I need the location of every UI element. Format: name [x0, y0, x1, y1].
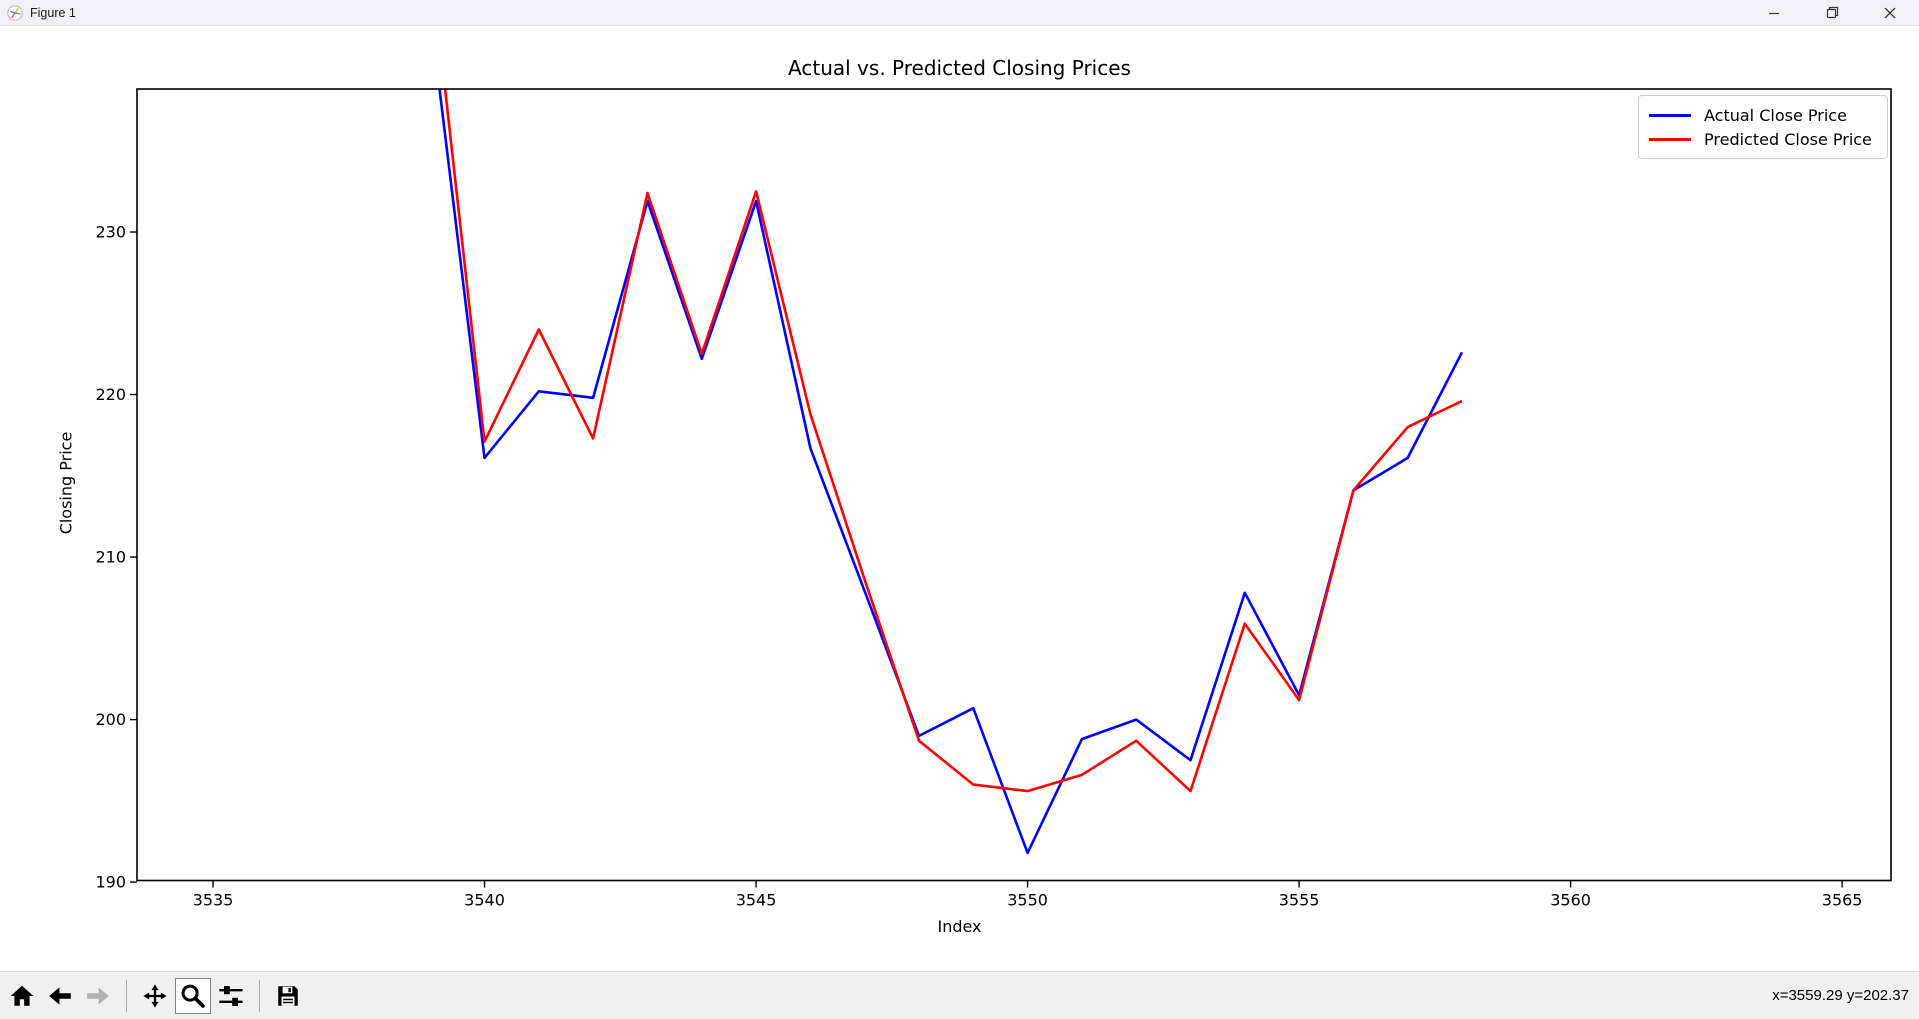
close-button[interactable]: [1861, 0, 1919, 25]
y-tick-label: 200: [95, 710, 126, 729]
pan-arrows-icon: [143, 983, 167, 1008]
home-button[interactable]: [4, 978, 40, 1014]
legend-entry: Actual Close Price: [1649, 103, 1877, 127]
y-tick-label: 230: [95, 223, 126, 242]
x-tick-label: 3535: [193, 891, 234, 910]
axes-spines: [136, 88, 1892, 882]
x-tick-label: 3565: [1822, 891, 1863, 910]
floppy-disk-icon: [278, 985, 298, 1006]
sliders-icon: [219, 985, 243, 1006]
zoom-magnifier-icon: [181, 984, 205, 1008]
zoom-button[interactable]: [175, 977, 211, 1014]
legend-line-swatch: [1649, 137, 1691, 141]
x-tick-label: 3560: [1550, 891, 1591, 910]
y-tick-label: 190: [95, 873, 126, 892]
chart-plot-area[interactable]: 3535 3540 3545 3550 3555 3560 3565 190 200 210 220…: [0, 26, 1919, 971]
x-axis-label: Index: [937, 917, 982, 936]
window-titlebar[interactable]: Figure 1: [0, 0, 1919, 26]
y-tick-label: 220: [95, 385, 126, 404]
minimize-icon: [1769, 12, 1779, 14]
toolbar-separator: [126, 979, 127, 1012]
back-button[interactable]: [42, 978, 78, 1014]
save-button[interactable]: [270, 978, 306, 1014]
legend-line-swatch: [1649, 113, 1691, 117]
restore-icon: [1826, 6, 1838, 19]
x-tick-label: 3545: [736, 891, 777, 910]
y-tick-label: 210: [95, 548, 126, 567]
chart-legend: Actual Close Price Predicted Close Price: [1638, 95, 1888, 159]
pan-button[interactable]: [137, 978, 173, 1014]
x-tick-label: 3540: [464, 891, 505, 910]
series-line-predicted-close-price: [443, 89, 1463, 793]
toolbar-separator: [259, 979, 260, 1012]
x-tick-label: 3555: [1279, 891, 1320, 910]
restore-button[interactable]: [1803, 0, 1861, 25]
forward-arrow-icon: [87, 986, 109, 1005]
legend-entry: Predicted Close Price: [1649, 127, 1877, 151]
back-arrow-icon: [49, 986, 71, 1005]
figure-canvas[interactable]: 3535 3540 3545 3550 3555 3560 3565 190 200 210 220…: [0, 26, 1919, 971]
minimize-button[interactable]: [1745, 0, 1803, 25]
configure-subplots-button[interactable]: [213, 978, 249, 1014]
forward-button[interactable]: [80, 978, 116, 1014]
legend-entry-label: Actual Close Price: [1704, 105, 1847, 125]
close-icon: [1884, 7, 1896, 18]
legend-entry-label: Predicted Close Price: [1704, 129, 1872, 149]
home-icon: [10, 985, 34, 1006]
chart-title: Actual vs. Predicted Closing Prices: [788, 56, 1131, 80]
cursor-status-text: x=3559.29 y=202.37: [1772, 987, 1909, 1004]
window-title: Figure 1: [30, 5, 76, 20]
navigation-toolbar: x=3559.29 y=202.37: [0, 971, 1919, 1019]
matplotlib-logo-icon: [7, 4, 23, 21]
x-tick-label: 3550: [1007, 891, 1048, 910]
series-line-actual-close-price: [438, 89, 1464, 855]
